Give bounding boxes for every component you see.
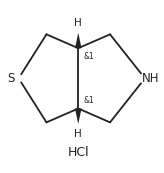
Text: &1: &1 bbox=[83, 96, 94, 105]
Text: H: H bbox=[74, 18, 82, 28]
Text: NH: NH bbox=[142, 72, 159, 85]
Text: H: H bbox=[74, 129, 82, 139]
Text: S: S bbox=[7, 72, 14, 85]
Polygon shape bbox=[75, 108, 82, 124]
Text: &1: &1 bbox=[83, 52, 94, 61]
Text: HCl: HCl bbox=[67, 146, 89, 159]
Polygon shape bbox=[75, 33, 82, 48]
